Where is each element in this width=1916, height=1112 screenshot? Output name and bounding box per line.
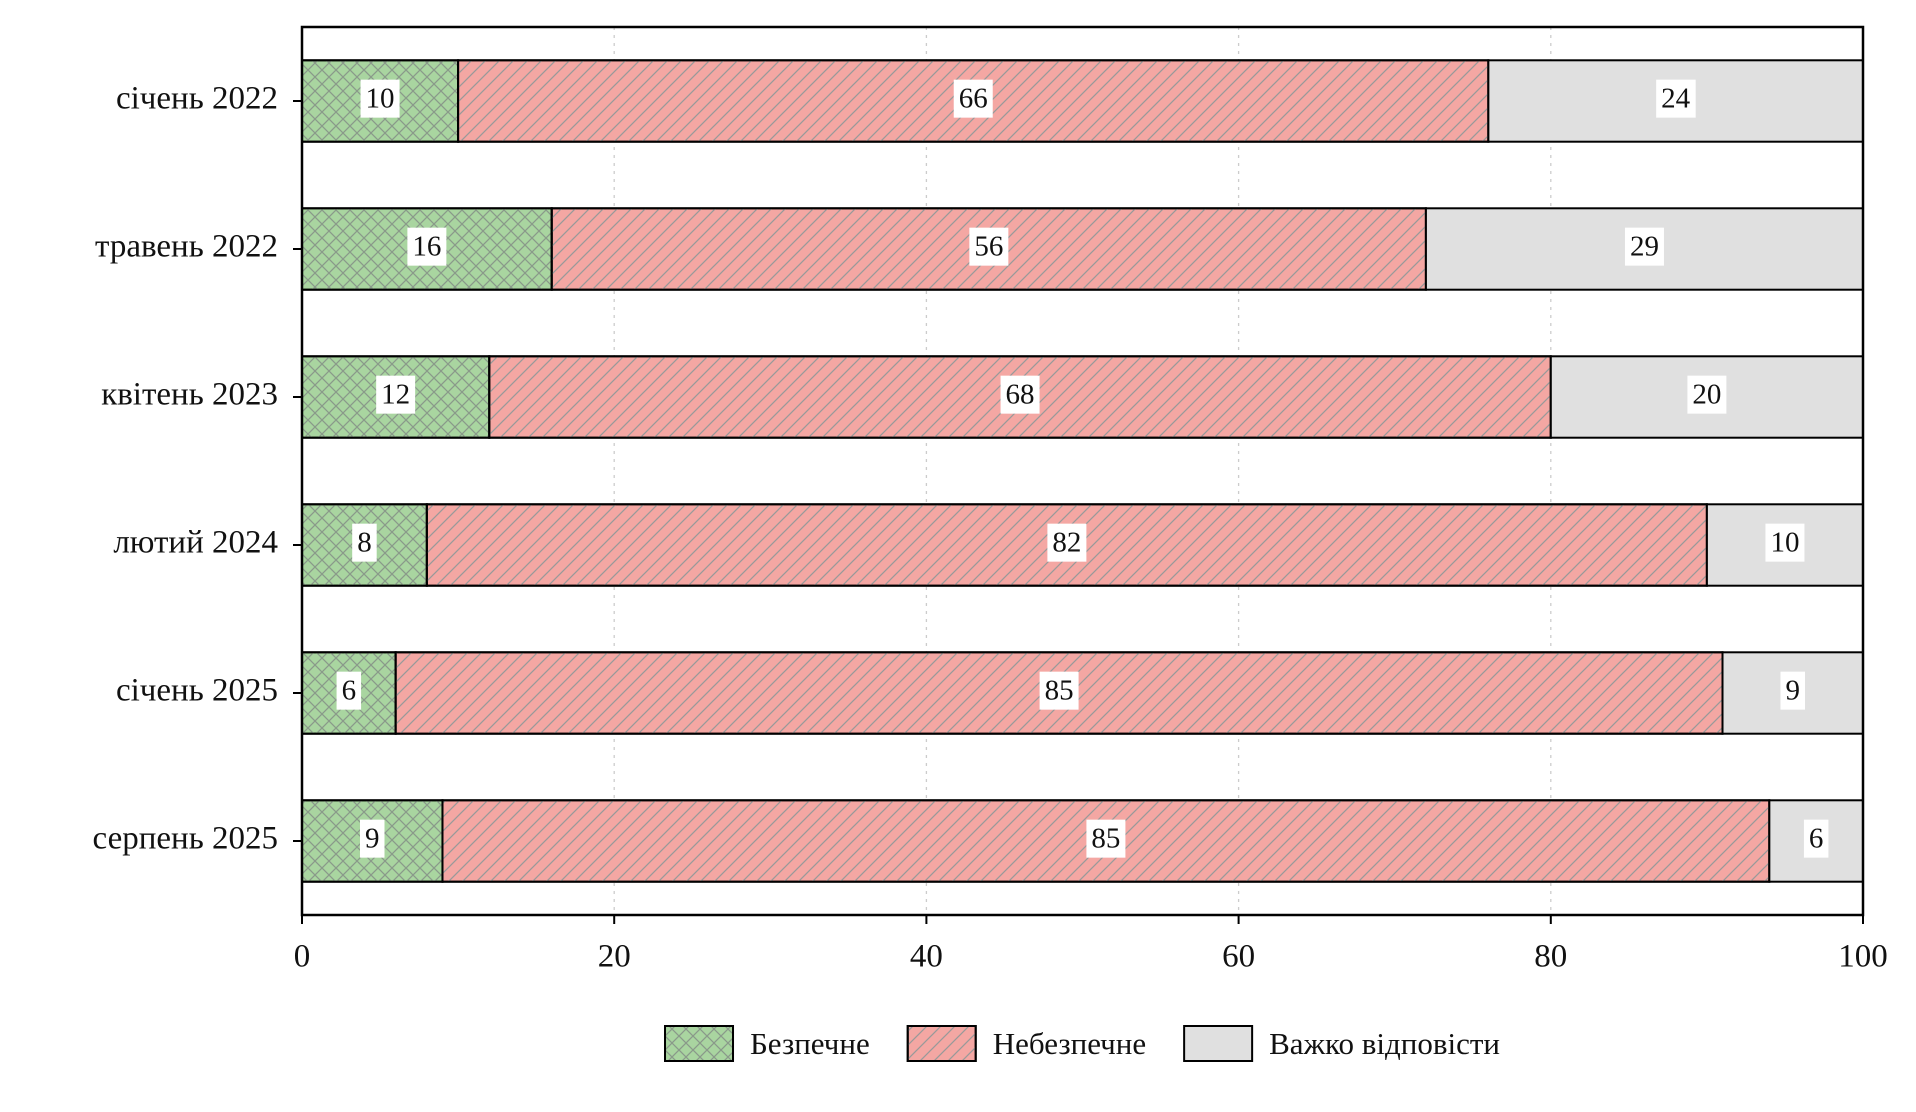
value-label: 10 (366, 83, 395, 115)
value-label: 24 (1661, 83, 1691, 115)
value-label-bg (953, 79, 993, 118)
value-label-bg (1803, 819, 1829, 858)
value-label-bg (352, 523, 377, 562)
plot-frame (300, 25, 1865, 917)
value-label-bg (1687, 375, 1727, 414)
grid (301, 27, 1864, 915)
legend-swatch (1183, 1025, 1254, 1062)
y-tick-label: січень 2022 (116, 81, 278, 117)
value-label: 16 (412, 231, 441, 263)
value-label: 66 (959, 83, 988, 115)
value-label: 9 (365, 823, 380, 855)
value-label: 6 (342, 675, 357, 707)
value-label-bg (1624, 227, 1664, 266)
value-label: 20 (1692, 379, 1721, 411)
x-tick-label: 80 (1534, 939, 1567, 975)
value-label: 56 (974, 231, 1003, 263)
value-label-bg (407, 227, 447, 266)
y-tick-label: травень 2022 (95, 229, 278, 265)
value-label: 29 (1630, 231, 1659, 263)
value-label: 85 (1091, 823, 1120, 855)
bars (302, 59, 1863, 883)
value-label: 9 (1786, 675, 1801, 707)
y-tick-label: лютий 2024 (113, 525, 278, 561)
value-label: 6 (1809, 823, 1824, 855)
value-label-bg (336, 671, 362, 710)
y-tick-label: січень 2025 (116, 673, 278, 709)
value-label-bg (1047, 523, 1087, 562)
value-label-bg (969, 227, 1009, 266)
legend-label: Небезпечне (993, 1026, 1146, 1061)
value-label-bg (1039, 671, 1079, 710)
x-tick-label: 40 (910, 939, 943, 975)
value-label: 68 (1006, 379, 1035, 411)
y-tick-label: квітень 2023 (101, 377, 278, 413)
x-tick-label: 20 (598, 939, 631, 975)
value-label-bg (359, 819, 385, 858)
value-label-bg (376, 375, 416, 414)
x-tick-label: 60 (1222, 939, 1255, 975)
value-label: 10 (1770, 527, 1799, 559)
value-label-bg (1000, 375, 1040, 414)
legend-hatch (906, 1025, 977, 1062)
value-label-bg (1086, 819, 1126, 858)
value-label-bg (360, 79, 400, 118)
value-label: 82 (1052, 527, 1081, 559)
value-label-bg (1780, 671, 1806, 710)
y-tick-label: серпень 2025 (93, 821, 278, 857)
value-label: 85 (1045, 675, 1074, 707)
value-label-bg (1656, 79, 1696, 118)
value-label: 8 (357, 527, 372, 559)
x-tick-label: 100 (1838, 939, 1888, 975)
value-label-bg (1765, 523, 1805, 562)
legend-label: Безпечне (750, 1026, 870, 1061)
legend-hatch (664, 1025, 735, 1062)
legend: Безпечне Небезпечне Важко відповісти (664, 1025, 1500, 1062)
legend-label: Важко відповісти (1269, 1026, 1500, 1061)
x-tick-label: 0 (294, 939, 311, 975)
value-label: 12 (381, 379, 410, 411)
